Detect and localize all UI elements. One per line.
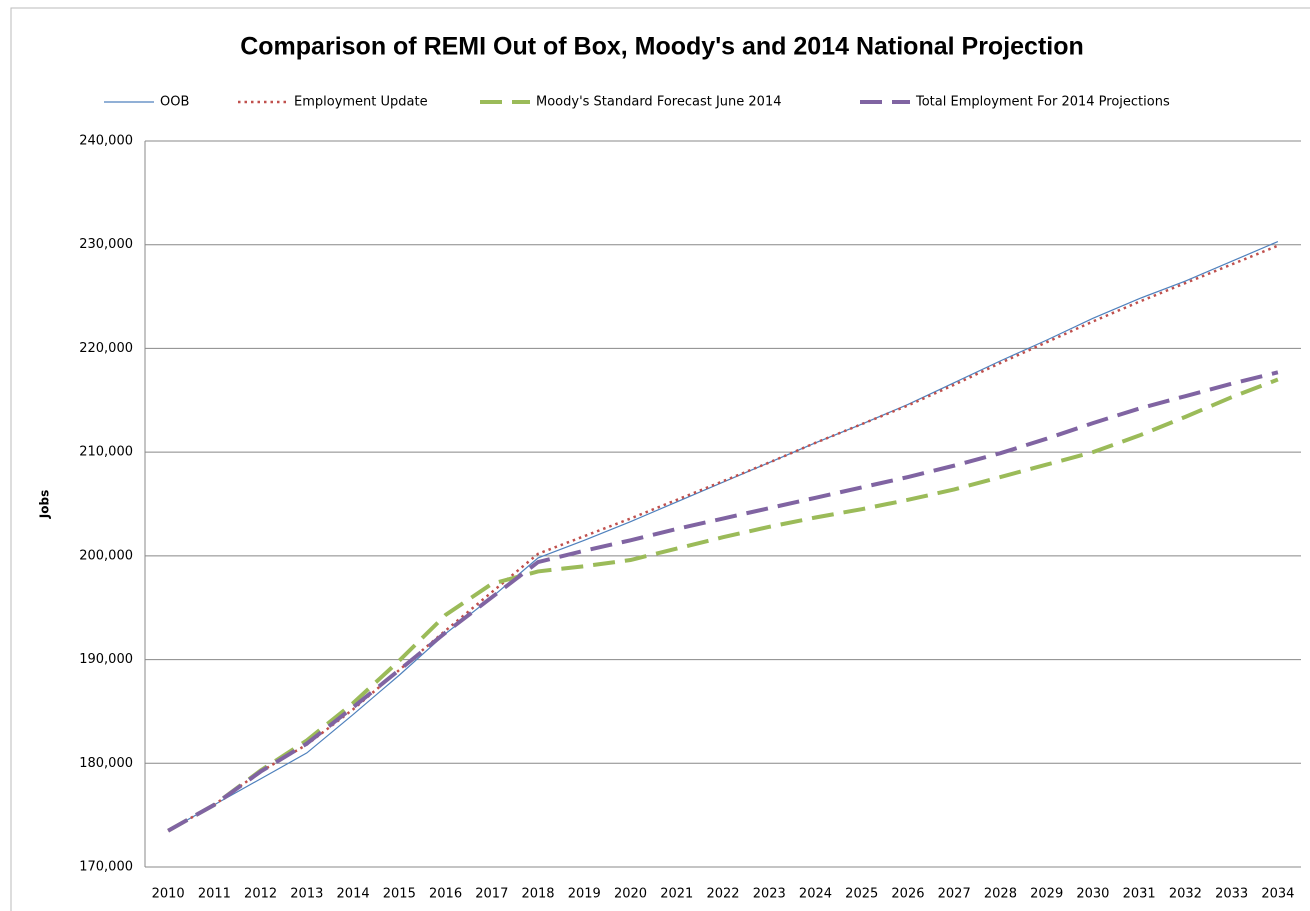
chart-border	[10, 7, 1310, 911]
series-line	[167, 370, 1279, 833]
x-tick-label: 2020	[614, 887, 647, 902]
x-tick-label: 2033	[1215, 887, 1248, 902]
x-tick-label: 2032	[1169, 887, 1202, 902]
x-tick-label: 2030	[1076, 887, 1109, 902]
x-tick-label: 2016	[429, 887, 462, 902]
x-tick-label: 2024	[799, 887, 832, 902]
x-tick-label: 2027	[938, 887, 971, 902]
x-tick-label: 2023	[753, 887, 786, 902]
x-tick-label: 2014	[337, 887, 370, 902]
y-axis-label: Jobs	[38, 490, 52, 519]
x-tick-label: 2021	[660, 887, 693, 902]
x-tick-label: 2029	[1030, 887, 1063, 902]
chart-title: Comparison of REMI Out of Box, Moody's a…	[240, 33, 1084, 61]
x-tick-label: 2025	[845, 887, 878, 902]
y-tick-label: 190,000	[79, 652, 133, 667]
y-tick-label: 230,000	[79, 237, 133, 252]
series-line	[167, 377, 1279, 833]
series-line	[167, 241, 1279, 832]
x-tick-label: 2017	[475, 887, 508, 902]
x-tick-label: 2011	[198, 887, 231, 902]
y-tick-label: 170,000	[79, 860, 133, 875]
y-tick-label: 200,000	[79, 548, 133, 563]
x-tick-label: 2015	[383, 887, 416, 902]
x-tick-label: 2034	[1261, 887, 1294, 902]
x-tick-label: 2031	[1123, 887, 1156, 902]
x-tick-label: 2028	[984, 887, 1017, 902]
x-tick-label: 2013	[290, 887, 323, 902]
x-tick-label: 2012	[244, 887, 277, 902]
legend-label: Total Employment For 2014 Projections	[915, 95, 1170, 110]
legend-label: Moody's Standard Forecast June 2014	[536, 95, 782, 110]
x-tick-label: 2018	[521, 887, 554, 902]
y-tick-label: 220,000	[79, 341, 133, 356]
x-tick-label: 2022	[706, 887, 739, 902]
x-tick-label: 2010	[152, 887, 185, 902]
legend-label: OOB	[160, 95, 189, 110]
y-tick-label: 210,000	[79, 445, 133, 460]
x-tick-label: 2019	[568, 887, 601, 902]
y-tick-label: 240,000	[79, 134, 133, 149]
y-tick-label: 180,000	[79, 756, 133, 771]
series-line	[167, 244, 1279, 832]
x-tick-label: 2026	[891, 887, 924, 902]
legend-label: Employment Update	[294, 95, 428, 110]
